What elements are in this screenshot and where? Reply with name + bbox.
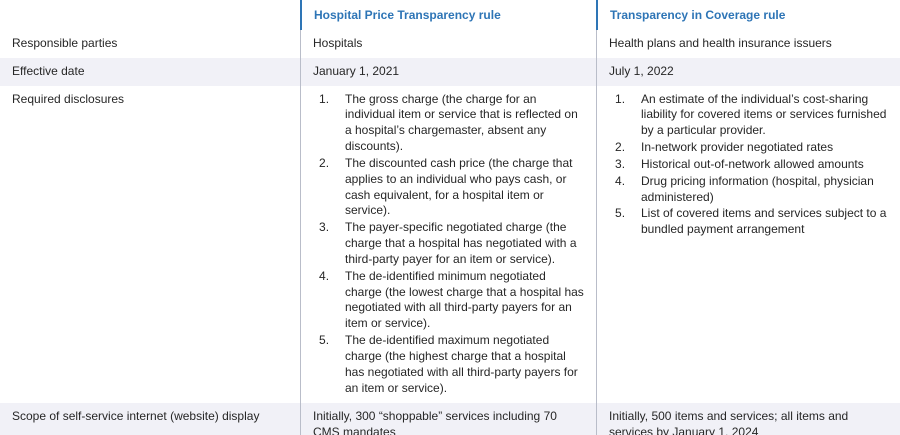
list-item: The gross charge (the charge for an indi… xyxy=(345,91,578,154)
list-item: Historical out-of-network allowed amount… xyxy=(641,156,864,171)
table-row-scope-of-display: Scope of self-service internet (website)… xyxy=(0,403,900,435)
list-item: The de-identified minimum negotiated cha… xyxy=(345,268,584,331)
cell-scope-hospital: Initially, 300 “shoppable” services incl… xyxy=(300,403,596,435)
coverage-disclosures-list: An estimate of the individual’s cost-sha… xyxy=(609,92,888,238)
table-row-responsible-parties: Responsible parties Hospitals Health pla… xyxy=(0,30,900,58)
hospital-disclosures-list: The gross charge (the charge for an indi… xyxy=(313,92,584,397)
table-row-required-disclosures: Required disclosures The gross charge (t… xyxy=(0,85,900,404)
header-empty-cell xyxy=(0,0,300,30)
header-cell-hospital-rule: Hospital Price Transparency rule xyxy=(300,0,596,30)
row-label-effective-date: Effective date xyxy=(12,63,85,78)
row-label-scope-of-display: Scope of self-service internet (website)… xyxy=(12,409,260,424)
cell-effective-hospital: January 1, 2021 xyxy=(300,57,596,86)
cell-disclosures-coverage: An estimate of the individual’s cost-sha… xyxy=(596,85,900,404)
row-label-required-disclosures: Required disclosures xyxy=(12,91,125,106)
list-item: In-network provider negotiated rates xyxy=(641,140,834,155)
table-header-row: Hospital Price Transparency rule Transpa… xyxy=(0,0,900,30)
cell-effective-coverage: July 1, 2022 xyxy=(596,57,900,86)
cell-responsible-coverage: Health plans and health insurance issuer… xyxy=(596,30,900,58)
list-item: The discounted cash price (the charge th… xyxy=(345,155,573,218)
column-title-hospital-rule: Hospital Price Transparency rule xyxy=(314,8,501,22)
cell-responsible-hospital: Hospitals xyxy=(300,30,596,58)
header-cell-coverage-rule: Transparency in Coverage rule xyxy=(596,0,900,30)
list-item: Drug pricing information (hospital, phys… xyxy=(641,173,874,204)
cell-scope-coverage: Initially, 500 items and services; all i… xyxy=(596,403,900,435)
table-row-effective-date: Effective date January 1, 2021 July 1, 2… xyxy=(0,57,900,86)
list-item: The payer-specific negotiated charge (th… xyxy=(345,220,577,266)
list-item: The de-identified maximum negotiated cha… xyxy=(345,333,578,395)
list-item: An estimate of the individual’s cost-sha… xyxy=(641,91,887,138)
row-label-responsible-parties: Responsible parties xyxy=(12,36,118,50)
cell-disclosures-hospital: The gross charge (the charge for an indi… xyxy=(300,85,596,404)
list-item: List of covered items and services subje… xyxy=(641,206,887,237)
column-title-coverage-rule: Transparency in Coverage rule xyxy=(610,8,786,22)
